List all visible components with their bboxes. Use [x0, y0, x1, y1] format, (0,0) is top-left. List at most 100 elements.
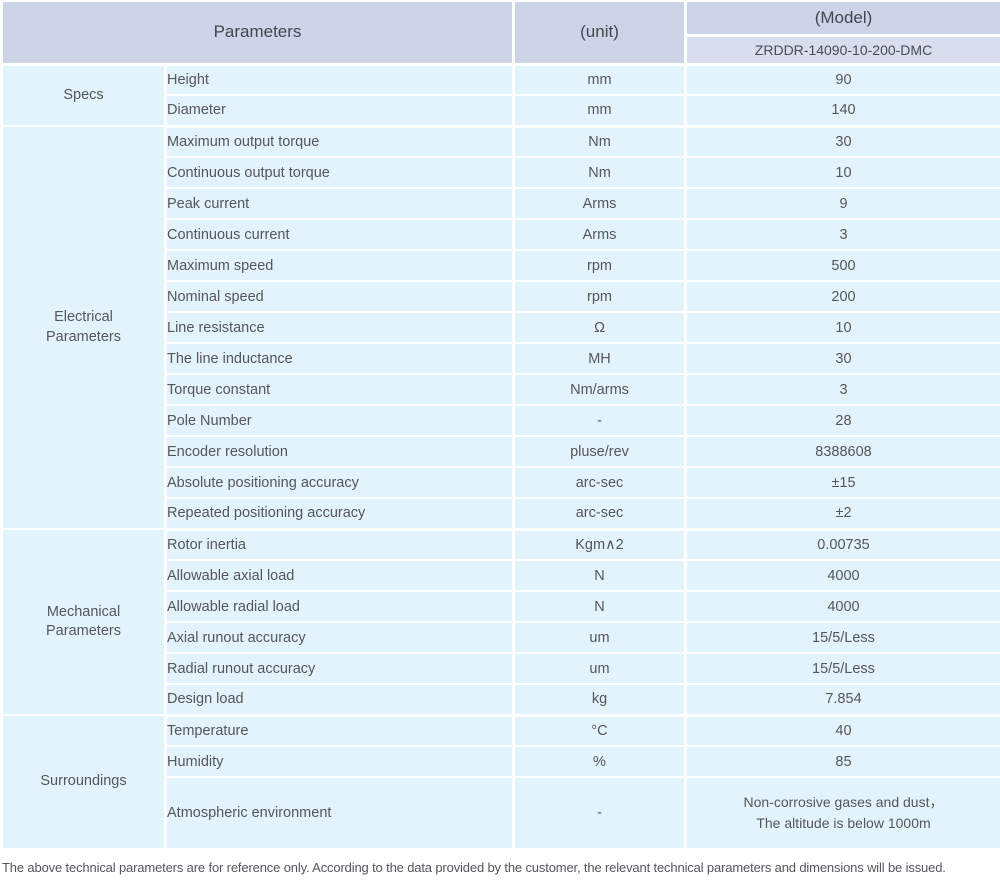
param-name: Repeated positioning accuracy [164, 497, 515, 531]
table-row: Design load kg 7.854 [2, 683, 1000, 717]
spec-table: Parameters (unit) (Model) ZRDDR-14090-10… [0, 0, 1000, 851]
param-value: 3 [684, 373, 1000, 406]
param-name: The line inductance [164, 342, 515, 375]
param-unit: Nm [512, 125, 687, 158]
param-unit: N [512, 559, 687, 592]
table-row: Radial runout accuracy um 15/5/Less [2, 652, 1000, 685]
param-unit: Arms [512, 218, 687, 251]
table-row: Allowable axial load N 4000 [2, 559, 1000, 592]
parameters-header: Parameters [0, 0, 515, 66]
param-name: Diameter [164, 94, 515, 128]
param-name: Nominal speed [164, 280, 515, 313]
param-value: 30 [684, 125, 1000, 158]
param-unit: - [512, 776, 687, 851]
param-value: Non-corrosive gases and dust， The altitu… [684, 776, 1000, 851]
param-unit: Ω [512, 311, 687, 344]
param-value: 10 [684, 311, 1000, 344]
header-row-2: ZRDDR-14090-10-200-DMC [2, 34, 1000, 66]
param-value: 4000 [684, 590, 1000, 623]
model-header: (Model) [684, 0, 1000, 37]
param-value: 7.854 [684, 683, 1000, 717]
param-unit: um [512, 652, 687, 685]
table-row: Mechanical Parameters Rotor inertia Kgm∧… [0, 528, 1000, 716]
param-unit: mm [512, 94, 687, 128]
param-value: 3 [684, 218, 1000, 251]
param-unit: Nm/arms [512, 373, 687, 406]
param-value: 15/5/Less [684, 652, 1000, 685]
param-value: 0.00735 [684, 528, 1000, 561]
param-value: 4000 [684, 559, 1000, 592]
group-label-electrical: Electrical Parameters [0, 125, 167, 530]
param-name: Line resistance [164, 311, 515, 344]
param-unit: arc-sec [512, 497, 687, 531]
table-row: Maximum speed rpm 500 [2, 249, 1000, 282]
param-name: Height [164, 63, 515, 96]
param-name: Pole Number [164, 404, 515, 437]
param-unit: rpm [512, 249, 687, 282]
param-unit: pluse/rev [512, 435, 687, 468]
group-label-text: Mechanical Parameters [46, 603, 121, 639]
param-unit: MH [512, 342, 687, 375]
table-row: Torque constant Nm/arms 3 [2, 373, 1000, 406]
group-label-text: Surroundings [40, 773, 127, 790]
table-row: Nominal speed rpm 200 [2, 280, 1000, 313]
table-row: Peak current Arms 9 [2, 187, 1000, 220]
model-number: ZRDDR-14090-10-200-DMC [684, 34, 1000, 66]
param-value: 30 [684, 342, 1000, 375]
param-name: Humidity [164, 745, 515, 778]
table-row: The line inductance MH 30 [2, 342, 1000, 375]
table-row: Electrical Parameters Maximum output tor… [0, 125, 1000, 530]
table-row: Absolute positioning accuracy arc-sec ±1… [2, 466, 1000, 499]
param-value: 140 [684, 94, 1000, 128]
param-value: 8388608 [684, 435, 1000, 468]
table-row: Atmospheric environment - Non-corrosive … [2, 776, 1000, 851]
group-label-specs: Specs [0, 63, 167, 127]
table-row: Pole Number - 28 [2, 404, 1000, 437]
param-name: Radial runout accuracy [164, 652, 515, 685]
group-label-text: Specs [63, 86, 104, 103]
param-value: 200 [684, 280, 1000, 313]
param-unit: Arms [512, 187, 687, 220]
param-name: Rotor inertia [164, 528, 515, 561]
param-unit: °C [512, 714, 687, 747]
param-name: Continuous current [164, 218, 515, 251]
param-unit: arc-sec [512, 466, 687, 499]
param-name: Encoder resolution [164, 435, 515, 468]
table-row: Allowable radial load N 4000 [2, 590, 1000, 623]
param-name: Temperature [164, 714, 515, 747]
group-label-mechanical: Mechanical Parameters [0, 528, 167, 716]
table-row: Humidity % 85 [2, 745, 1000, 778]
param-name: Absolute positioning accuracy [164, 466, 515, 499]
param-value: 500 [684, 249, 1000, 282]
param-unit: Kgm∧2 [512, 528, 687, 561]
param-name: Peak current [164, 187, 515, 220]
table-row: Line resistance Ω 10 [2, 311, 1000, 344]
table-row: Repeated positioning accuracy arc-sec ±2 [2, 497, 1000, 531]
footer-note: The above technical parameters are for r… [2, 859, 946, 875]
param-name: Maximum output torque [164, 125, 515, 158]
param-unit: um [512, 621, 687, 654]
param-unit: - [512, 404, 687, 437]
group-label-surroundings: Surroundings [0, 714, 167, 850]
param-value: 40 [684, 714, 1000, 747]
param-unit: rpm [512, 280, 687, 313]
table-row: Axial runout accuracy um 15/5/Less [2, 621, 1000, 654]
param-unit: % [512, 745, 687, 778]
param-value: 15/5/Less [684, 621, 1000, 654]
table-row: Continuous output torque Nm 10 [2, 156, 1000, 189]
unit-header: (unit) [512, 0, 687, 66]
param-unit: Nm [512, 156, 687, 189]
param-value: 90 [684, 63, 1000, 96]
param-name: Maximum speed [164, 249, 515, 282]
param-name: Torque constant [164, 373, 515, 406]
param-unit: kg [512, 683, 687, 717]
table-row: Surroundings Temperature °C 40 [0, 714, 1000, 850]
param-name: Allowable axial load [164, 559, 515, 592]
param-value: 28 [684, 404, 1000, 437]
param-name: Allowable radial load [164, 590, 515, 623]
param-unit: mm [512, 63, 687, 96]
param-unit: N [512, 590, 687, 623]
param-value: ±2 [684, 497, 1000, 531]
param-value: 10 [684, 156, 1000, 189]
